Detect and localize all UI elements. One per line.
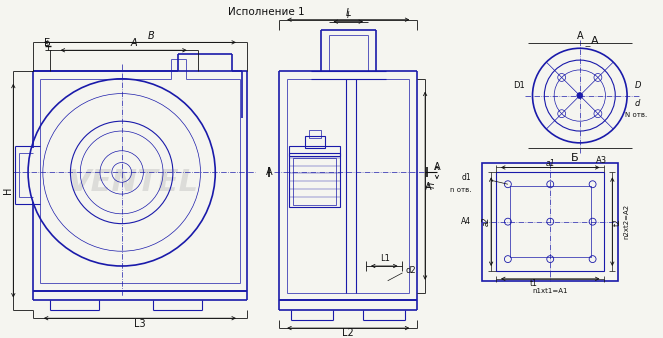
Text: N отв.: N отв. [625, 112, 647, 118]
Text: Б: Б [571, 153, 579, 163]
Text: Б: Б [44, 38, 51, 48]
Text: A: A [577, 31, 583, 42]
Text: a1: a1 [546, 159, 555, 168]
Text: VENTEL: VENTEL [68, 168, 199, 197]
Bar [309, 130, 321, 138]
Text: Исполнение 1: Исполнение 1 [228, 7, 305, 17]
Text: n отв.: n отв. [450, 187, 471, 193]
Text: L: L [345, 8, 351, 18]
Bar [482, 163, 618, 281]
Text: А: А [591, 37, 599, 46]
Text: h: h [427, 182, 437, 188]
Text: d: d [635, 99, 640, 108]
Text: A: A [434, 163, 441, 172]
Text: H: H [3, 187, 13, 194]
Bar [496, 172, 605, 271]
Text: A3: A3 [596, 156, 607, 165]
Text: D: D [635, 81, 642, 90]
Bar [289, 153, 340, 207]
Text: t1: t1 [530, 279, 538, 288]
Bar [510, 186, 591, 257]
Text: D1: D1 [513, 81, 524, 90]
Bar [293, 158, 336, 205]
Text: t2: t2 [613, 218, 622, 225]
Text: A: A [130, 38, 137, 48]
Text: d1: d1 [462, 173, 471, 182]
Bar [289, 146, 340, 156]
Text: l: l [347, 11, 349, 20]
Text: L3: L3 [134, 319, 145, 329]
Text: B: B [148, 31, 154, 42]
Text: a2: a2 [482, 217, 491, 226]
Text: n2xt2=A2: n2xt2=A2 [623, 204, 629, 239]
Text: A4: A4 [461, 217, 471, 226]
Text: A: A [266, 167, 272, 177]
Text: d2: d2 [405, 266, 416, 275]
Text: n1xt1=A1: n1xt1=A1 [532, 288, 568, 294]
Text: L2: L2 [342, 328, 354, 338]
Text: A: A [425, 182, 432, 192]
Text: L1: L1 [380, 254, 390, 263]
Circle shape [577, 93, 583, 98]
Bar [305, 136, 325, 148]
